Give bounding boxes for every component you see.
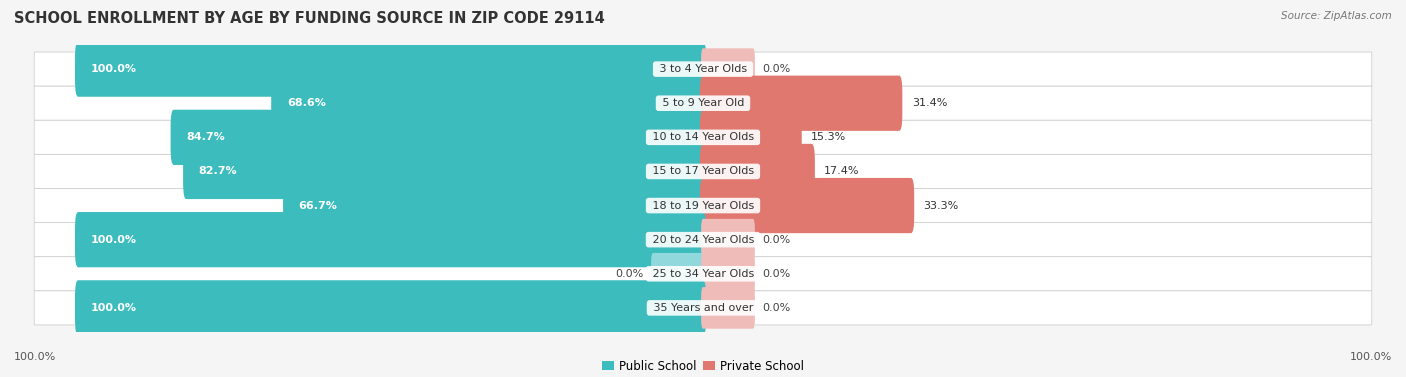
Text: 84.7%: 84.7% xyxy=(186,132,225,143)
FancyBboxPatch shape xyxy=(702,287,755,329)
FancyBboxPatch shape xyxy=(34,86,1372,120)
FancyBboxPatch shape xyxy=(700,76,903,131)
FancyBboxPatch shape xyxy=(700,110,801,165)
FancyBboxPatch shape xyxy=(170,110,706,165)
FancyBboxPatch shape xyxy=(34,155,1372,188)
FancyBboxPatch shape xyxy=(34,120,1372,155)
FancyBboxPatch shape xyxy=(34,291,1372,325)
FancyBboxPatch shape xyxy=(702,253,755,294)
Text: 17.4%: 17.4% xyxy=(824,166,859,176)
Text: 100.0%: 100.0% xyxy=(90,64,136,74)
Text: 0.0%: 0.0% xyxy=(762,234,790,245)
FancyBboxPatch shape xyxy=(75,41,706,97)
Text: SCHOOL ENROLLMENT BY AGE BY FUNDING SOURCE IN ZIP CODE 29114: SCHOOL ENROLLMENT BY AGE BY FUNDING SOUR… xyxy=(14,11,605,26)
Text: 3 to 4 Year Olds: 3 to 4 Year Olds xyxy=(655,64,751,74)
FancyBboxPatch shape xyxy=(75,212,706,267)
FancyBboxPatch shape xyxy=(75,280,706,336)
FancyBboxPatch shape xyxy=(700,178,914,233)
FancyBboxPatch shape xyxy=(283,178,706,233)
Text: 0.0%: 0.0% xyxy=(616,269,644,279)
Text: 0.0%: 0.0% xyxy=(762,303,790,313)
Text: 15.3%: 15.3% xyxy=(811,132,846,143)
Text: 0.0%: 0.0% xyxy=(762,64,790,74)
Text: 100.0%: 100.0% xyxy=(1350,352,1392,362)
FancyBboxPatch shape xyxy=(34,257,1372,291)
FancyBboxPatch shape xyxy=(651,253,704,294)
Text: 25 to 34 Year Olds: 25 to 34 Year Olds xyxy=(648,269,758,279)
Text: 100.0%: 100.0% xyxy=(14,352,56,362)
Text: 10 to 14 Year Olds: 10 to 14 Year Olds xyxy=(648,132,758,143)
Text: 82.7%: 82.7% xyxy=(198,166,238,176)
Text: 66.7%: 66.7% xyxy=(298,201,337,211)
Text: 20 to 24 Year Olds: 20 to 24 Year Olds xyxy=(648,234,758,245)
FancyBboxPatch shape xyxy=(271,76,706,131)
Text: 18 to 19 Year Olds: 18 to 19 Year Olds xyxy=(648,201,758,211)
FancyBboxPatch shape xyxy=(34,52,1372,86)
Text: 31.4%: 31.4% xyxy=(911,98,948,108)
Text: 68.6%: 68.6% xyxy=(287,98,326,108)
Text: 100.0%: 100.0% xyxy=(90,234,136,245)
Text: 15 to 17 Year Olds: 15 to 17 Year Olds xyxy=(648,166,758,176)
Text: 35 Years and over: 35 Years and over xyxy=(650,303,756,313)
Text: 0.0%: 0.0% xyxy=(762,269,790,279)
FancyBboxPatch shape xyxy=(183,144,706,199)
Text: Source: ZipAtlas.com: Source: ZipAtlas.com xyxy=(1281,11,1392,21)
FancyBboxPatch shape xyxy=(702,48,755,90)
Text: 5 to 9 Year Old: 5 to 9 Year Old xyxy=(658,98,748,108)
Legend: Public School, Private School: Public School, Private School xyxy=(598,355,808,377)
Text: 33.3%: 33.3% xyxy=(924,201,959,211)
FancyBboxPatch shape xyxy=(702,219,755,261)
Text: 100.0%: 100.0% xyxy=(90,303,136,313)
FancyBboxPatch shape xyxy=(34,188,1372,222)
FancyBboxPatch shape xyxy=(34,222,1372,257)
FancyBboxPatch shape xyxy=(700,144,815,199)
